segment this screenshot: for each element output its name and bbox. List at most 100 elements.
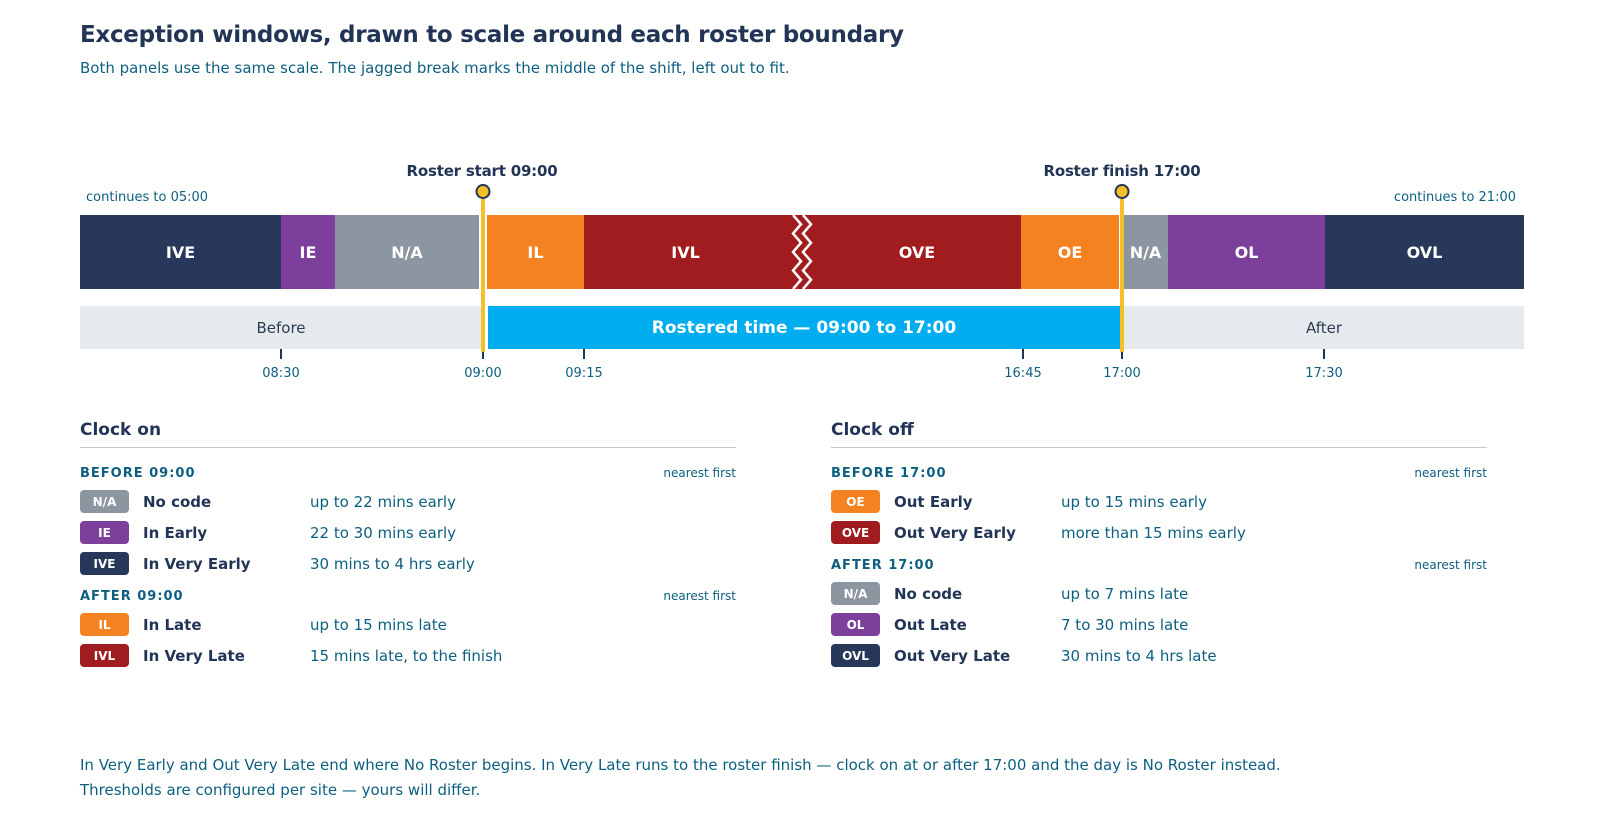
code-threshold: 30 mins to 4 hrs late — [1061, 646, 1217, 665]
group-header: AFTER 17:00 nearest first — [831, 558, 1487, 578]
code-threshold: up to 22 mins early — [310, 492, 456, 511]
group-heading: AFTER 09:00 — [80, 589, 184, 604]
legend-item: N/A No code up to 7 mins late — [831, 578, 1487, 609]
legend-item: N/A No code up to 22 mins early — [80, 486, 736, 517]
legend-item: OL Out Late 7 to 30 mins late — [831, 609, 1487, 640]
code-badge: IE — [80, 521, 129, 544]
segment-ovl-9: OVL — [1325, 215, 1524, 289]
code-name: No code — [894, 584, 963, 603]
roster-finish-label: Roster finish 17:00 — [1043, 162, 1201, 180]
code-badge: OVE — [831, 521, 880, 544]
code-name: Out Late — [894, 615, 967, 634]
group-heading: BEFORE 17:00 — [831, 466, 947, 481]
segment-ol-8: OL — [1168, 215, 1325, 289]
roster-finish-marker — [1114, 184, 1130, 199]
axis-tick-label: 09:00 — [464, 366, 502, 381]
axis-tick-label: 17:00 — [1103, 366, 1141, 381]
axis-tick — [1121, 349, 1123, 359]
axis-tick-label: 09:15 — [565, 366, 603, 381]
code-threshold: 30 mins to 4 hrs early — [310, 554, 475, 573]
group-header: BEFORE 09:00 nearest first — [80, 466, 736, 486]
code-badge: N/A — [831, 582, 880, 605]
roster-start-marker — [475, 184, 491, 199]
code-badge: IL — [80, 613, 129, 636]
axis-tick — [583, 349, 585, 359]
clock-on-title: Clock on — [80, 420, 736, 448]
segment-ie-1: IE — [281, 215, 335, 289]
segment-na-2: N/A — [335, 215, 479, 289]
roster-row: Before Rostered time — 09:00 to 17:00 Af… — [80, 306, 1524, 349]
legend-item: IVE In Very Early 30 mins to 4 hrs early — [80, 548, 736, 579]
code-name: In Early — [143, 523, 208, 542]
group-heading: BEFORE 09:00 — [80, 466, 196, 481]
legend-item: OVE Out Very Early more than 15 mins early — [831, 517, 1487, 548]
code-badge: OVL — [831, 644, 880, 667]
code-name: No code — [143, 492, 212, 511]
clock-off-title: Clock off — [831, 420, 1487, 448]
axis-tick-label: 08:30 — [262, 366, 300, 381]
page-subtitle: Both panels use the same scale. The jagg… — [80, 59, 790, 77]
code-threshold: 22 to 30 mins early — [310, 523, 457, 542]
code-badge: OL — [831, 613, 880, 636]
code-threshold: more than 15 mins early — [1061, 523, 1246, 542]
legend-item: IE In Early 22 to 30 mins early — [80, 517, 736, 548]
group-header: AFTER 09:00 nearest first — [80, 589, 736, 609]
page-title: Exception windows, drawn to scale around… — [80, 22, 904, 48]
segment-na-7: N/A — [1123, 215, 1168, 289]
legend-item: IVL In Very Late 15 mins late, to the fini… — [80, 640, 736, 671]
group-sort-note: nearest first — [663, 589, 736, 603]
code-threshold: 15 mins late, to the finish — [310, 646, 503, 665]
footnote-1: In Very Early and Out Very Late end wher… — [80, 756, 1281, 774]
footnote-2: Thresholds are configured per site — you… — [80, 781, 481, 799]
code-name: In Very Late — [143, 646, 245, 665]
clock-off-panel: Clock off BEFORE 17:00 nearest first OE Out… — [831, 420, 1487, 671]
code-badge: IVE — [80, 552, 129, 575]
group-sort-note: nearest first — [663, 466, 736, 480]
code-threshold: 7 to 30 mins late — [1061, 615, 1189, 634]
code-name: In Very Early — [143, 554, 251, 573]
clock-on-panel: Clock on BEFORE 09:00 nearest first N/A No … — [80, 420, 736, 671]
code-name: In Late — [143, 615, 202, 634]
clock-on-group: BEFORE 09:00 nearest first N/A No code up to… — [80, 466, 736, 579]
group-sort-note: nearest first — [1414, 466, 1487, 480]
segment-ivl-4: IVL — [584, 215, 787, 289]
axis-tick — [1022, 349, 1024, 359]
segment-il-3: IL — [487, 215, 584, 289]
group-header: BEFORE 17:00 nearest first — [831, 466, 1487, 486]
continues-left-label: continues to 05:00 — [86, 190, 209, 205]
code-badge: IVL — [80, 644, 129, 667]
after-segment: After — [1124, 306, 1524, 349]
before-segment: Before — [80, 306, 482, 349]
code-threshold: up to 7 mins late — [1061, 584, 1189, 603]
jagged-break-icon — [785, 215, 815, 289]
clock-on-group: AFTER 09:00 nearest first IL In Late up to 1… — [80, 589, 736, 671]
roster-finish-line — [1120, 199, 1124, 352]
rostered-time-segment: Rostered time — 09:00 to 17:00 — [488, 306, 1120, 349]
roster-start-line — [481, 199, 485, 352]
legend-item: IL In Late up to 15 mins late — [80, 609, 736, 640]
clock-off-group: AFTER 17:00 nearest first N/A No code up to … — [831, 558, 1487, 671]
group-heading: AFTER 17:00 — [831, 558, 935, 573]
legend-item: OE Out Early up to 15 mins early — [831, 486, 1487, 517]
legend-item: OVL Out Very Late 30 mins to 4 hrs late — [831, 640, 1487, 671]
code-name: Out Very Late — [894, 646, 1011, 665]
axis-tick-label: 17:30 — [1305, 366, 1343, 381]
code-name: Out Very Early — [894, 523, 1016, 542]
group-sort-note: nearest first — [1414, 558, 1487, 572]
roster-start-label: Roster start 09:00 — [406, 162, 558, 180]
code-name: Out Early — [894, 492, 973, 511]
exception-band: IVE IE N/A IL IVL OVE OE N/A OL OVL — [80, 215, 1524, 289]
axis-tick — [482, 349, 484, 359]
code-threshold: up to 15 mins late — [310, 615, 447, 634]
segment-oe-6: OE — [1021, 215, 1119, 289]
axis-tick-label: 16:45 — [1004, 366, 1042, 381]
continues-right-label: continues to 21:00 — [1393, 190, 1516, 205]
axis-tick — [1323, 349, 1325, 359]
code-badge: N/A — [80, 490, 129, 513]
clock-off-group: BEFORE 17:00 nearest first OE Out Early up t… — [831, 466, 1487, 548]
segment-ove-5: OVE — [813, 215, 1021, 289]
code-threshold: up to 15 mins early — [1061, 492, 1207, 511]
code-badge: OE — [831, 490, 880, 513]
segment-ive-0: IVE — [80, 215, 281, 289]
axis-tick — [280, 349, 282, 359]
